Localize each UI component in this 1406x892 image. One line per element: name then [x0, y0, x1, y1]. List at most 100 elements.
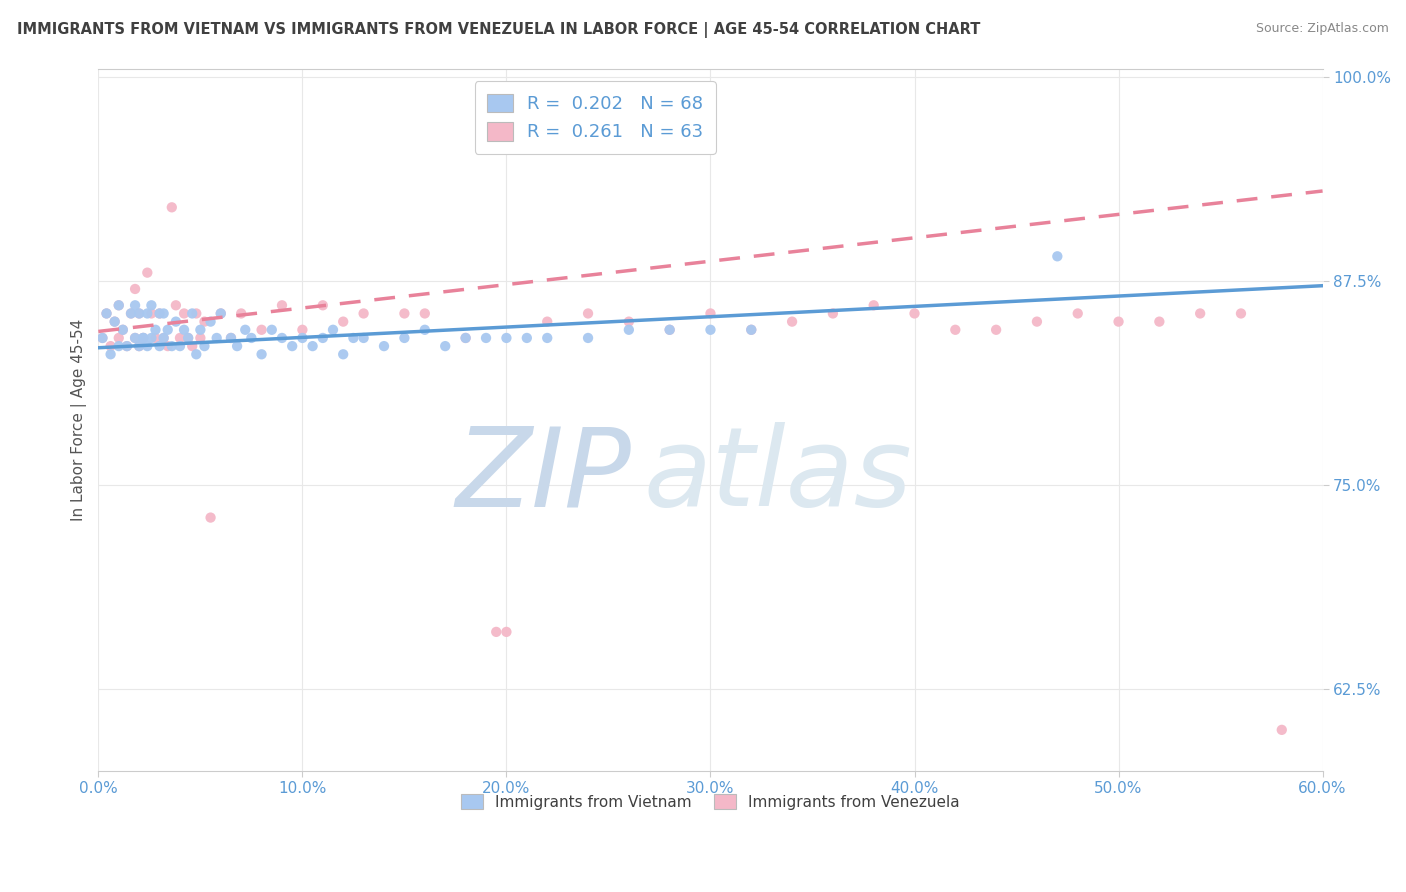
Point [193, 315, 215, 329]
Point [332, 315, 354, 329]
Point [576, 306, 599, 320]
Point [136, 306, 159, 320]
Point [169, 339, 191, 353]
Point [495, 331, 517, 345]
Point [1271, 886, 1294, 892]
Point [271, 331, 294, 345]
Point [984, 323, 1007, 337]
Point [291, 323, 314, 337]
Point [128, 306, 150, 320]
Point [165, 315, 187, 329]
Point [156, 339, 179, 353]
Point [943, 323, 966, 337]
Point [177, 331, 200, 345]
Point [107, 331, 129, 345]
Y-axis label: In Labor Force | Age 45-54: In Labor Force | Age 45-54 [72, 318, 87, 521]
Point [233, 323, 256, 337]
Point [124, 298, 146, 312]
Point [1149, 315, 1171, 329]
Point [107, 298, 129, 312]
Point [271, 298, 294, 312]
Point [107, 298, 129, 312]
Point [145, 323, 167, 337]
Point [576, 331, 599, 345]
Point [903, 306, 925, 320]
Point [312, 331, 335, 345]
Point [332, 347, 354, 361]
Point [148, 306, 170, 320]
Point [104, 315, 127, 329]
Point [536, 331, 558, 345]
Point [107, 339, 129, 353]
Point [219, 331, 242, 345]
Point [301, 339, 323, 353]
Text: IMMIGRANTS FROM VIETNAM VS IMMIGRANTS FROM VENEZUELA IN LABOR FORCE | AGE 45-54 : IMMIGRANTS FROM VIETNAM VS IMMIGRANTS FR… [17, 22, 980, 38]
Point [1108, 315, 1130, 329]
Point [862, 298, 884, 312]
Point [413, 306, 436, 320]
Point [699, 306, 721, 320]
Point [152, 306, 174, 320]
Point [100, 339, 122, 353]
Point [181, 306, 204, 320]
Point [160, 200, 183, 214]
Legend: Immigrants from Vietnam, Immigrants from Venezuela: Immigrants from Vietnam, Immigrants from… [456, 788, 966, 815]
Point [120, 306, 142, 320]
Point [740, 323, 762, 337]
Point [617, 323, 640, 337]
Point [200, 510, 222, 524]
Point [250, 347, 273, 361]
Point [413, 323, 436, 337]
Point [454, 331, 477, 345]
Text: Source: ZipAtlas.com: Source: ZipAtlas.com [1256, 22, 1389, 36]
Point [516, 331, 538, 345]
Point [128, 306, 150, 320]
Point [373, 339, 395, 353]
Point [165, 298, 187, 312]
Point [111, 323, 134, 337]
Point [152, 331, 174, 345]
Point [169, 331, 191, 345]
Point [485, 624, 508, 639]
Point [186, 347, 208, 361]
Point [1046, 249, 1069, 263]
Point [91, 331, 114, 345]
Point [231, 306, 253, 320]
Point [91, 331, 114, 345]
Point [115, 339, 138, 353]
Point [124, 331, 146, 345]
Point [173, 323, 195, 337]
Point [148, 306, 170, 320]
Point [312, 298, 335, 312]
Point [219, 331, 242, 345]
Point [141, 306, 163, 320]
Text: ZIP: ZIP [456, 422, 631, 529]
Point [1189, 306, 1212, 320]
Point [281, 339, 304, 353]
Point [699, 323, 721, 337]
Point [209, 306, 232, 320]
Point [394, 306, 416, 320]
Point [240, 331, 263, 345]
Text: atlas: atlas [643, 422, 911, 529]
Point [475, 331, 498, 345]
Point [156, 323, 179, 337]
Point [96, 306, 118, 320]
Point [190, 331, 212, 345]
Point [181, 339, 204, 353]
Point [658, 323, 681, 337]
Point [145, 331, 167, 345]
Point [141, 331, 163, 345]
Point [193, 339, 215, 353]
Point [536, 315, 558, 329]
Point [209, 306, 232, 320]
Point [128, 339, 150, 353]
Point [136, 339, 159, 353]
Point [1067, 306, 1090, 320]
Point [120, 306, 142, 320]
Point [658, 323, 681, 337]
Point [454, 331, 477, 345]
Point [821, 306, 844, 320]
Point [160, 339, 183, 353]
Point [173, 306, 195, 320]
